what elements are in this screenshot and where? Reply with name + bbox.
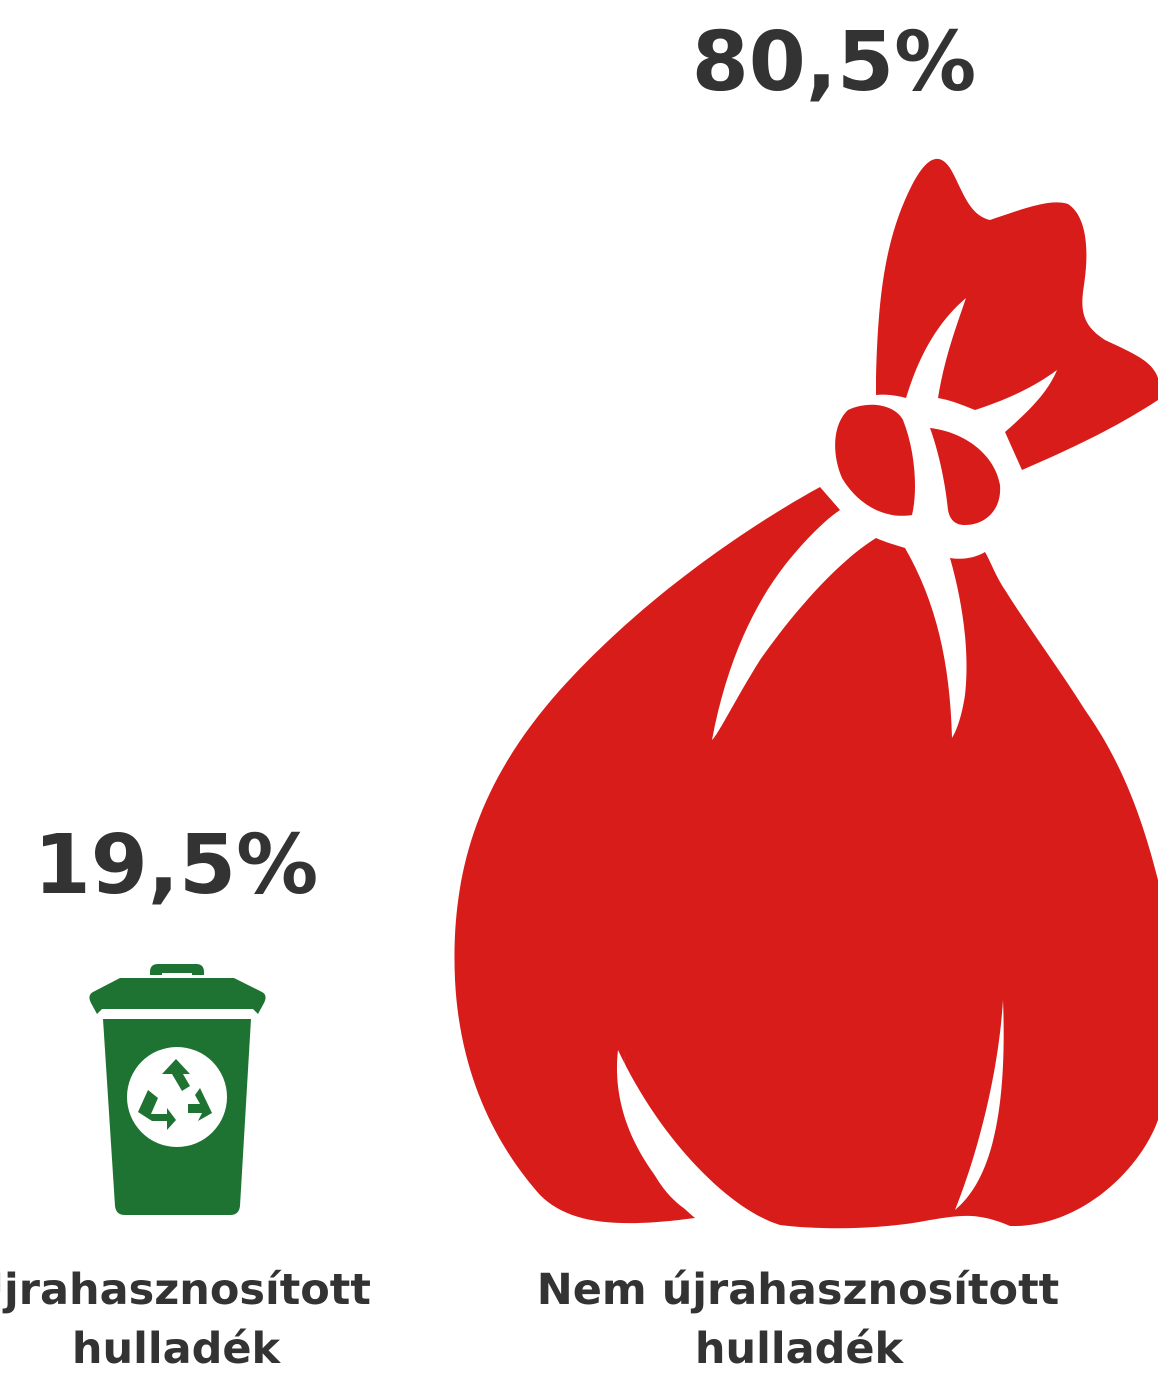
garbage-bag-icon (454, 158, 1158, 1229)
recycled-category-label-line1: Újrahasznosított (0, 1264, 371, 1315)
non-recycled-category-label-line2: hulladék (695, 1324, 905, 1374)
non-recycled-category-label-line1: Nem újrahasznosított (537, 1265, 1059, 1315)
recycle-bin-icon (89, 964, 266, 1215)
non-recycled-value-label: 80,5% (692, 15, 976, 110)
recycled-value-label: 19,5% (34, 818, 318, 913)
recycled-item: 19,5% Újrahasznosított hulladék (0, 818, 371, 1374)
non-recycled-item: 80,5% Nem újrahasznosított hulladék (454, 15, 1158, 1374)
recycled-category-label-line2: hulladék (72, 1324, 282, 1374)
